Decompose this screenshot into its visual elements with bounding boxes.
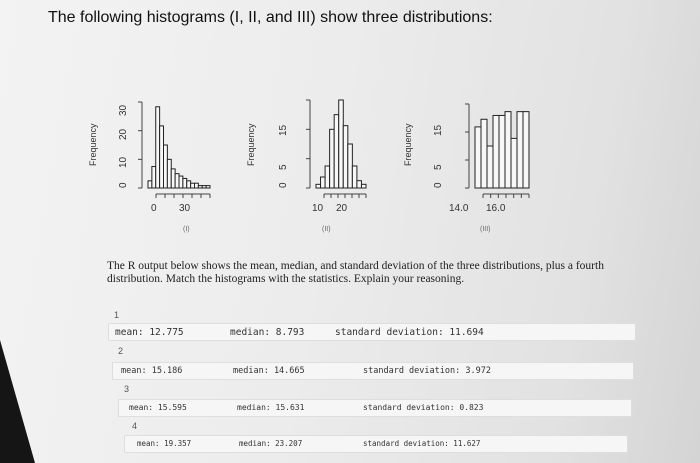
histogram-bar: [351, 165, 358, 189]
histogram-i-axes: [138, 101, 211, 198]
histogram-bar: [510, 137, 518, 189]
output-median: median: 14.665: [233, 366, 305, 376]
histogram-iii-xtick: 16.0: [486, 203, 506, 214]
histogram-bar: [186, 180, 192, 189]
histogram-bar: [480, 118, 488, 189]
output-number: 3: [124, 384, 130, 394]
histogram-bar: [522, 111, 530, 189]
histogram-i-plot: [138, 101, 211, 198]
output-sd: standard deviation: 11.694: [335, 327, 484, 338]
histogram-bar: [474, 126, 482, 189]
histogram-bar: [190, 182, 195, 189]
output-median: median: 23.207: [239, 439, 303, 448]
histogram-bar: [504, 111, 512, 189]
histogram-bar: [356, 180, 362, 189]
histogram-bar: [159, 125, 164, 189]
histogram-bar: [360, 183, 367, 189]
histogram-iii-bars: [474, 111, 530, 189]
histogram-bar: [320, 176, 326, 189]
histogram-ii-ytick: 15: [278, 124, 289, 136]
histogram-i-ytick: 10: [118, 156, 129, 168]
histogram-bar: [315, 183, 322, 189]
output-mean: mean: 19.357: [137, 439, 192, 448]
histogram-iii-ytick: 15: [433, 124, 444, 136]
output-row: mean: 12.775 median: 8.793 standard devi…: [108, 323, 636, 341]
histogram-iii-plot: [465, 103, 530, 198]
histogram-bar: [151, 166, 157, 189]
histogram-iii-ytick: 5: [433, 164, 444, 170]
output-number: 4: [132, 421, 138, 431]
histogram-bar: [486, 145, 494, 189]
histogram-iii: Frequency 0 5 15 14.0 16.0 (III): [395, 88, 545, 248]
histogram-ii-xtick: 20: [336, 203, 348, 214]
output-sd: standard deviation: 0.823: [363, 403, 484, 412]
histogram-bar: [333, 114, 340, 189]
page-title: The following histograms (I, II, and III…: [48, 9, 493, 26]
histogram-iii-xtick: 14.0: [449, 203, 469, 214]
histogram-i: Frequency 0 10 20 30 0 30 (I): [80, 88, 230, 248]
histogram-ii-xtick: 10: [312, 203, 324, 214]
output-mean: mean: 12.775: [115, 327, 184, 338]
question-prompt: The R output below shows the mean, media…: [107, 260, 604, 285]
histogram-iii-caption: (III): [480, 226, 491, 233]
histogram-bar: [347, 143, 353, 189]
histogram-bar: [178, 175, 184, 189]
histogram-i-ytick: 0: [118, 182, 129, 188]
histogram-bar: [201, 185, 207, 189]
histogram-bar: [170, 168, 176, 189]
histogram-bar: [182, 177, 188, 189]
histogram-bar: [194, 182, 199, 189]
histogram-bar: [147, 180, 153, 189]
histogram-i-ytick: 20: [118, 128, 129, 140]
output-mean: mean: 15.186: [121, 366, 183, 376]
histogram-bar: [516, 111, 524, 189]
histogram-bar: [197, 185, 203, 189]
output-median: median: 8.793: [230, 327, 305, 338]
histogram-bar: [166, 158, 172, 189]
histogram-iii-ytick: 0: [433, 182, 444, 188]
histogram-i-xtick: 30: [179, 203, 191, 214]
histogram-ii-axes: [306, 99, 367, 198]
histogram-bar: [492, 114, 500, 189]
histogram-bar: [174, 173, 180, 189]
output-sd: standard deviation: 11.627: [363, 439, 481, 448]
histogram-bar: [498, 114, 506, 189]
output-row: mean: 15.186 median: 14.665 standard dev…: [112, 362, 634, 380]
histogram-ii: Frequency 0 5 15 10 20 (II): [238, 88, 388, 248]
histogram-i-xtick: 0: [151, 203, 157, 214]
histogram-iii-axes: [465, 103, 530, 198]
histogram-bar: [155, 106, 161, 189]
histogram-bar: [163, 144, 168, 189]
histogram-ii-ytick: 0: [278, 182, 289, 188]
histogram-ii-bars: [315, 99, 367, 189]
histogram-iii-ylabel: Frequency: [403, 123, 413, 166]
histogram-ii-caption: (II): [322, 226, 331, 233]
histogram-ii-ylabel: Frequency: [246, 123, 256, 166]
output-median: median: 15.631: [237, 403, 305, 412]
histogram-bar: [329, 128, 335, 189]
histogram-i-bars: [147, 106, 211, 189]
histogram-i-ytick: 30: [118, 104, 129, 116]
output-row: mean: 19.357 median: 23.207 standard dev…: [124, 435, 628, 453]
histogram-bar: [324, 165, 331, 189]
output-sd: standard deviation: 3.972: [363, 366, 491, 376]
histogram-i-caption: (I): [183, 226, 190, 233]
output-mean: mean: 15.595: [129, 403, 187, 412]
histogram-ii-ytick: 5: [278, 164, 289, 170]
histogram-bar: [338, 99, 344, 189]
histogram-bar: [342, 125, 349, 189]
histogram-i-ylabel: Frequency: [88, 123, 98, 166]
histogram-bar: [205, 185, 211, 189]
output-row: mean: 15.595 median: 15.631 standard dev…: [118, 399, 632, 417]
output-number: 1: [114, 310, 120, 320]
output-number: 2: [118, 346, 124, 356]
histogram-ii-plot: [306, 99, 367, 198]
